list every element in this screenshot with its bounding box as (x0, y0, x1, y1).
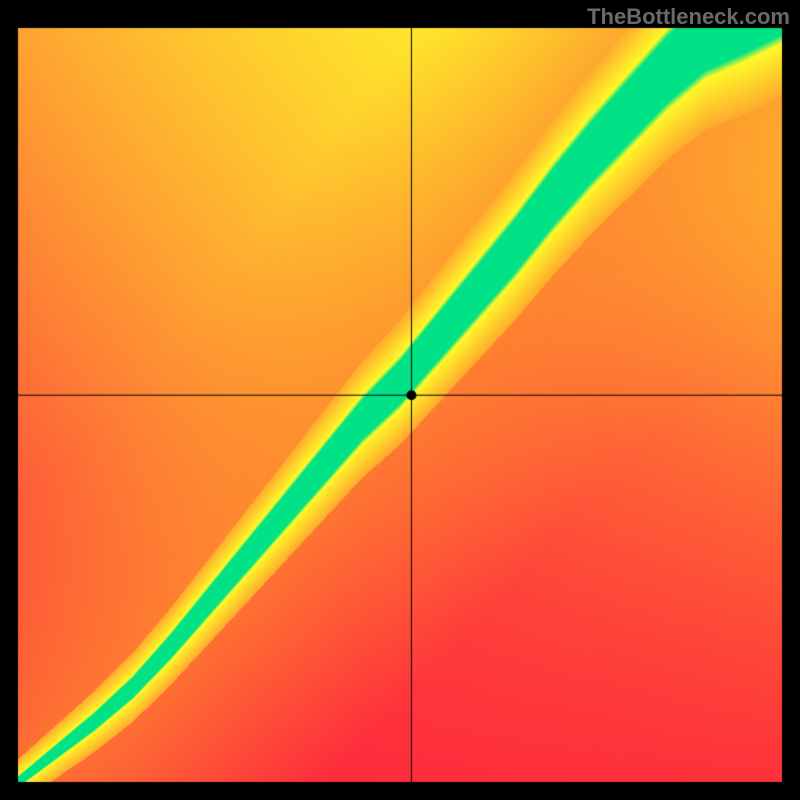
bottleneck-heatmap (0, 0, 800, 800)
watermark-text: TheBottleneck.com (587, 4, 790, 30)
chart-container: TheBottleneck.com (0, 0, 800, 800)
